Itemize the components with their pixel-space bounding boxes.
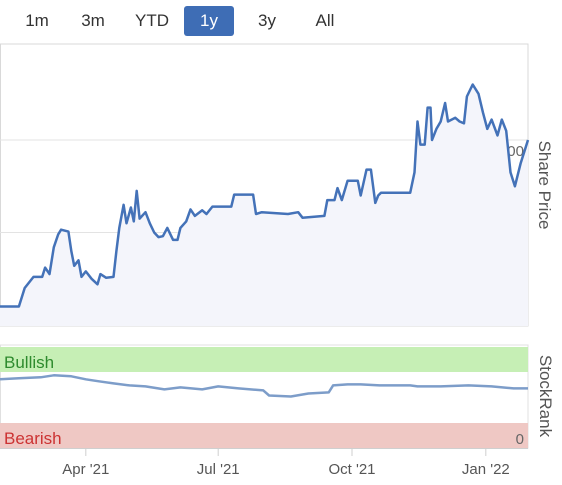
range-1m-button[interactable]: 1m — [25, 11, 49, 30]
price-axis-title: Share Price — [535, 140, 554, 230]
x-tick-label: Oct '21 — [328, 461, 375, 478]
range-ytd-button[interactable]: YTD — [135, 11, 169, 30]
bullish-band — [0, 347, 528, 372]
range-all-button[interactable]: All — [315, 11, 335, 30]
stockrank-panel: Bullish Bearish 0 — [0, 344, 529, 449]
stockrank-axis-title: StockRank — [536, 354, 555, 438]
range-3y-button[interactable]: 3y — [258, 11, 276, 30]
x-tick-label: Jan '22 — [462, 461, 510, 478]
price-panel: 400500600 — [0, 43, 530, 328]
rank-tick-label: 0 — [516, 431, 524, 448]
x-tick-label: Jul '21 — [197, 461, 240, 478]
bearish-band — [0, 423, 528, 448]
bullish-label: Bullish — [4, 353, 54, 372]
range-3m-button[interactable]: 3m — [81, 11, 105, 30]
x-tick-label: Apr '21 — [62, 461, 109, 478]
price-area — [0, 84, 528, 326]
range-1y-button[interactable]: 1y — [184, 6, 234, 36]
x-axis: Apr '21 Jul '21 Oct '21 Jan '22 — [0, 448, 528, 478]
stockrank-series-line — [0, 374, 528, 398]
bearish-label: Bearish — [4, 429, 62, 448]
range-selector: 1m 3m YTD 1y 3y All — [0, 0, 562, 40]
price-series-line — [0, 83, 530, 308]
